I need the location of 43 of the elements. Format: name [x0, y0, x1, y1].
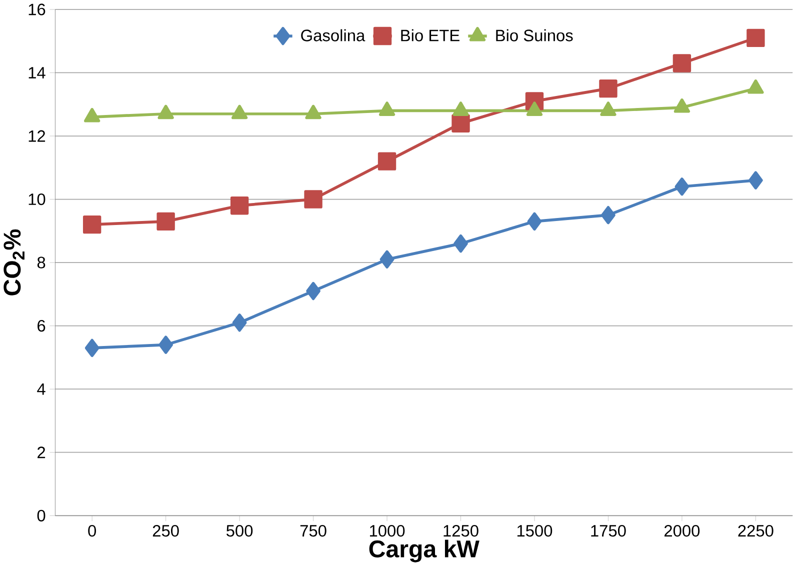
y-axis-title: CO$_{2}$% [4, 229, 24, 296]
x-tick-label: 1000 [370, 524, 405, 537]
point [232, 314, 247, 332]
y-tick-label: 12 [28, 130, 46, 142]
point [158, 336, 173, 354]
y-tick-label: 2 [38, 446, 46, 458]
point [748, 171, 763, 190]
y-tick-label: 8 [37, 256, 46, 268]
x-tick-label: 750 [300, 524, 326, 537]
point [380, 250, 394, 268]
y-tick-label: 4 [37, 383, 46, 395]
point [674, 178, 690, 196]
x-tick-label: 1750 [591, 524, 626, 537]
x-tick-label: 2000 [664, 524, 700, 537]
legend-label: Bio ETE [401, 29, 460, 42]
point [601, 206, 616, 224]
point [156, 212, 175, 231]
point [452, 114, 470, 132]
x-tick-label: 250 [152, 524, 179, 537]
x-tick-label: 0 [88, 524, 96, 537]
point [672, 54, 692, 72]
legend-label: Bio Suinos [496, 29, 573, 42]
point [378, 152, 396, 170]
point [82, 215, 102, 234]
point [527, 212, 542, 231]
y-tick-label: 0 [37, 510, 46, 522]
point [84, 338, 100, 358]
point [230, 196, 249, 215]
point [306, 282, 320, 300]
y-tick-label: 10 [28, 193, 46, 206]
point [746, 28, 765, 48]
point [599, 79, 618, 98]
y-tick-label: 6 [38, 320, 46, 332]
point [454, 234, 468, 253]
x-axis-title: Carga kW [369, 540, 480, 562]
y-tick-label: 14 [28, 67, 46, 78]
point [304, 190, 322, 208]
x-tick-label: 1500 [517, 524, 552, 537]
y-tick-label: 16 [28, 4, 46, 16]
legend-label: Gasolina [301, 29, 366, 42]
x-tick-label: 500 [226, 524, 253, 537]
x-tick-label: 2250 [738, 524, 774, 537]
x-tick-label: 1250 [444, 524, 478, 537]
